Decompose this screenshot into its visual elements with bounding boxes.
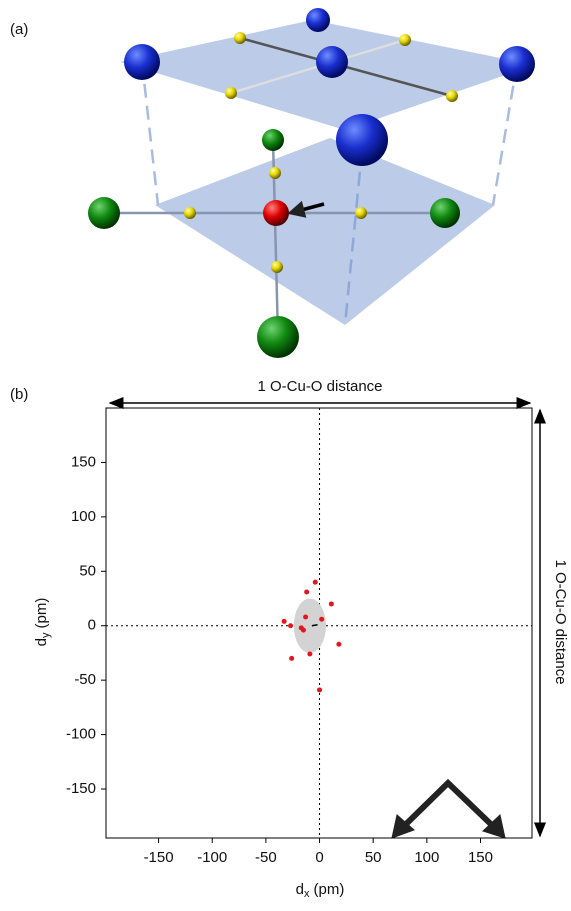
y-tick-label: 50 [79,562,96,579]
point [317,687,323,693]
point [307,651,313,657]
y-axis-label: dy(pm) [33,598,52,647]
panel-label: (a) [10,21,28,38]
point [304,589,310,595]
plot-frame [105,407,533,839]
panel-label: (b) [10,386,28,403]
annotation: 1 O-Cu-O distance [552,559,569,684]
x-axis-label: dx (pm) [296,881,345,900]
point [303,614,309,620]
x-tick-label: 100 [414,849,439,866]
point [319,616,325,622]
y-tick-label: -150 [66,780,96,797]
x-tick-label: -50 [255,849,277,866]
y-tick-label: 150 [71,453,96,470]
x-tick-label: -100 [197,849,227,866]
annotation: 1 O-Cu-O distance [257,378,382,395]
y-tick-label: 100 [71,508,96,525]
x-tick-label: -150 [144,849,174,866]
point [328,601,334,607]
y-tick-label: -100 [66,726,96,743]
point [281,618,287,624]
point [312,579,318,585]
lattice-diagram [88,8,535,358]
point [300,627,306,633]
y-tick-label: -50 [74,671,96,688]
x-tick-label: 50 [365,849,382,866]
mean-arrow [311,623,318,627]
point [289,655,295,661]
spread-ellipse [293,598,326,653]
point [288,623,294,629]
point [336,641,342,647]
y-tick-label: 0 [88,617,96,634]
direction-arrows [391,778,506,839]
x-tick-label: 0 [315,849,323,866]
x-tick-label: 150 [468,849,493,866]
